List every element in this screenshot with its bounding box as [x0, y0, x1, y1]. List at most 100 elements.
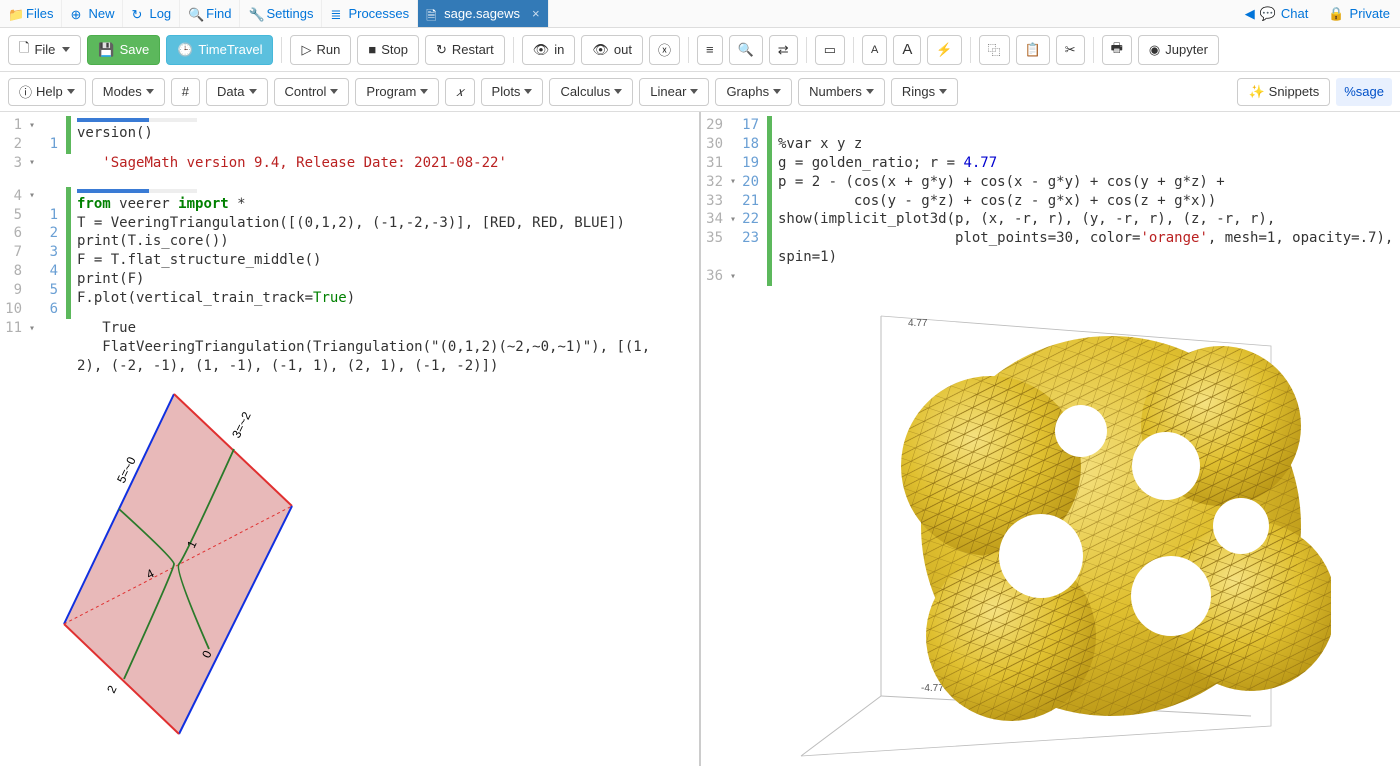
tab-settings[interactable]: 🔧Settings	[240, 0, 322, 27]
run-label: Run	[316, 42, 340, 57]
code-cell[interactable]: 2917 3018 3119 32▾20 3321 34▾22 3523 %va…	[701, 116, 1400, 267]
font-large-icon[interactable]: A	[893, 35, 921, 65]
save-label: Save	[120, 42, 150, 57]
output-content: True FlatVeeringTriangulation(Triangulat…	[75, 319, 675, 376]
plot-output-2d: 5=~0 3=~2 1 4 0 2	[24, 384, 699, 747]
right-pane[interactable]: 2917 3018 3119 32▾20 3321 34▾22 3523 %va…	[701, 112, 1400, 766]
svg-text:-4.77: -4.77	[921, 683, 944, 694]
data-menu[interactable]: Data	[206, 78, 267, 106]
program-label: Program	[366, 84, 416, 99]
line-number: 1	[0, 116, 26, 135]
bolt-icon[interactable]: ⚡	[927, 35, 961, 65]
layout-icon[interactable]: ▭	[815, 35, 845, 65]
tab-find-label: Find	[206, 6, 231, 21]
jupyter-label: Jupyter	[1165, 42, 1208, 57]
main-toolbar: 🗋File 💾Save 🕒TimeTravel ▷Run ■Stop ↻Rest…	[0, 28, 1400, 72]
save-button[interactable]: 💾Save	[87, 35, 160, 65]
file-menu-label: File	[34, 42, 55, 57]
font-small-icon[interactable]: A	[862, 35, 887, 65]
svg-text:4.77: 4.77	[908, 318, 928, 329]
file-menu-button[interactable]: 🗋File	[8, 35, 81, 65]
tab-new-label: New	[88, 6, 114, 21]
tab-settings-label: Settings	[266, 6, 313, 21]
print-icon[interactable]: 🖶	[1102, 35, 1132, 65]
code-content[interactable]: from veerer import * T = VeeringTriangul…	[75, 187, 699, 319]
in-button[interactable]: 👁in	[522, 35, 576, 65]
top-tabs-bar: 📁Files ⊕New ↻Log 🔍Find 🔧Settings ≣Proces…	[0, 0, 1400, 28]
private-button[interactable]: 🔒Private	[1318, 0, 1400, 27]
tab-files[interactable]: 📁Files	[0, 0, 62, 27]
search-icon[interactable]: 🔍	[729, 35, 763, 65]
plots-menu[interactable]: Plots	[481, 78, 544, 106]
code-content[interactable]: version()	[75, 116, 699, 154]
chat-label: Chat	[1281, 6, 1308, 21]
tab-new[interactable]: ⊕New	[62, 0, 123, 27]
left-pane[interactable]: 1▾ 21 version() 3▾ 'SageMath version 9.4…	[0, 112, 701, 766]
editor-split: 1▾ 21 version() 3▾ 'SageMath version 9.4…	[0, 112, 1400, 766]
snippets-label: Snippets	[1269, 84, 1320, 99]
control-menu[interactable]: Control	[274, 78, 350, 106]
tab-active-file[interactable]: 🗎sage.sagews×	[418, 0, 548, 27]
fold-icon[interactable]: ▾	[26, 119, 38, 133]
tab-processes-label: Processes	[348, 6, 409, 21]
out-button[interactable]: 👁out	[581, 35, 643, 65]
tab-processes[interactable]: ≣Processes	[322, 0, 418, 27]
control-label: Control	[285, 84, 327, 99]
output-cell: 11▾ True FlatVeeringTriangulation(Triang…	[0, 319, 699, 376]
clear-button[interactable]: ⓧ	[649, 35, 680, 65]
jupyter-button[interactable]: ◉Jupyter	[1138, 35, 1219, 65]
paste-icon[interactable]: 📋	[1016, 35, 1050, 65]
sage-mode-indicator[interactable]: %sage	[1336, 78, 1392, 106]
progress-bar	[77, 118, 197, 122]
rings-menu[interactable]: Rings	[891, 78, 958, 106]
help-label: Help	[36, 84, 63, 99]
snippets-button[interactable]: ✨Snippets	[1237, 78, 1330, 106]
x-button[interactable]: 𝑥	[445, 78, 474, 106]
tab-log-label: Log	[149, 6, 171, 21]
code-cell[interactable]: 1▾ 21 version()	[0, 116, 699, 154]
in-label: in	[554, 42, 564, 57]
modes-menu[interactable]: Modes	[92, 78, 165, 106]
code-content[interactable]: %var x y z g = golden_ratio; r = 4.77 p …	[776, 116, 1396, 267]
calculus-menu[interactable]: Calculus	[549, 78, 633, 106]
private-label: Private	[1350, 6, 1390, 21]
tab-log[interactable]: ↻Log	[123, 0, 180, 27]
data-label: Data	[217, 84, 244, 99]
stop-label: Stop	[381, 42, 408, 57]
run-button[interactable]: ▷Run	[290, 35, 351, 65]
stop-button[interactable]: ■Stop	[357, 35, 419, 65]
output-content: 'SageMath version 9.4, Release Date: 202…	[75, 154, 699, 173]
code-cell[interactable]: 4▾ 51 62 73 84 95 106 from veerer import…	[0, 187, 699, 319]
progress-bar	[77, 189, 197, 193]
tab-files-label: Files	[26, 6, 53, 21]
chat-button[interactable]: ◀💬Chat	[1235, 0, 1319, 27]
sage-mode-label: %sage	[1344, 84, 1384, 99]
graphs-label: Graphs	[726, 84, 769, 99]
plot-output-3d[interactable]: 4.77 z=0 -4.77 -4.77	[711, 296, 1400, 766]
modes-label: Modes	[103, 84, 142, 99]
x-label: 𝑥	[456, 84, 463, 100]
tab-find[interactable]: 🔍Find	[180, 0, 240, 27]
close-icon[interactable]: ×	[532, 6, 540, 21]
hash-label: #	[182, 84, 189, 99]
menu-toolbar: ⓘHelp Modes # Data Control Program 𝑥 Plo…	[0, 72, 1400, 112]
swap-icon[interactable]: ⇄	[769, 35, 798, 65]
help-menu[interactable]: ⓘHelp	[8, 78, 86, 106]
cut-icon[interactable]: ✂	[1056, 35, 1085, 65]
output-cell: 36▾	[701, 267, 1400, 286]
plots-label: Plots	[492, 84, 521, 99]
linear-menu[interactable]: Linear	[639, 78, 709, 106]
restart-button[interactable]: ↻Restart	[425, 35, 505, 65]
timetravel-button[interactable]: 🕒TimeTravel	[166, 35, 273, 65]
calculus-label: Calculus	[560, 84, 610, 99]
copy-icon[interactable]: ⿻	[979, 35, 1010, 65]
numbers-label: Numbers	[809, 84, 862, 99]
output-cell: 3▾ 'SageMath version 9.4, Release Date: …	[0, 154, 699, 173]
linear-label: Linear	[650, 84, 686, 99]
numbers-menu[interactable]: Numbers	[798, 78, 885, 106]
program-menu[interactable]: Program	[355, 78, 439, 106]
hash-button[interactable]: #	[171, 78, 200, 106]
indent-icon[interactable]: ≡	[697, 35, 723, 65]
svg-text:2: 2	[104, 682, 120, 694]
graphs-menu[interactable]: Graphs	[715, 78, 792, 106]
